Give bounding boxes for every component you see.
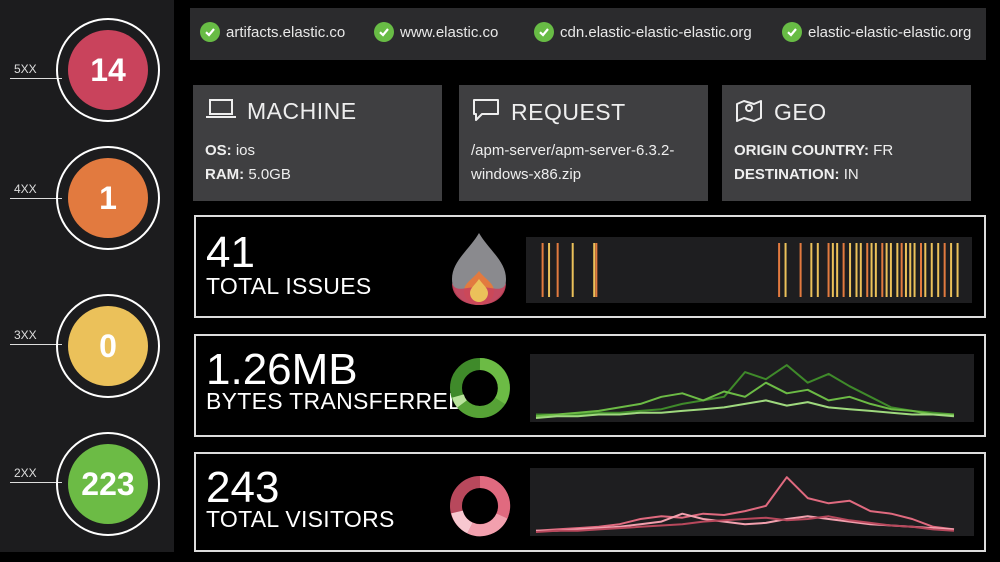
bytes-line-svg	[535, 364, 955, 419]
issues-metric[interactable]: 41 TOTAL ISSUES	[194, 215, 986, 318]
visitors-metric[interactable]: 243 TOTAL VISITORS	[194, 452, 986, 552]
panel-title: GEO	[774, 99, 827, 125]
host-name: artifacts.elastic.co	[226, 23, 346, 41]
series-line-1	[536, 512, 955, 532]
issues-value: 41	[206, 228, 255, 277]
check-circle-icon	[374, 22, 394, 42]
donut-icon	[448, 474, 512, 543]
host-status-bar: artifacts.elastic.co www.elastic.co cdn.…	[190, 8, 986, 60]
status-count-3xx: 0	[68, 306, 148, 386]
status-label-3xx: 3XX	[14, 328, 37, 342]
check-circle-icon	[200, 22, 220, 42]
status-label-5xx: 5XX	[14, 62, 37, 76]
status-ring: 223	[56, 432, 160, 536]
bytes-line-chart	[530, 354, 974, 422]
machine-panel: MACHINE OS: ios RAM: 5.0GB	[193, 85, 442, 201]
status-divider	[10, 344, 62, 345]
host-item[interactable]: cdn.elastic-elastic-elastic.org	[534, 22, 752, 42]
check-circle-icon	[782, 22, 802, 42]
flame-icon	[448, 231, 510, 312]
request-panel: REQUEST /apm-server/apm-server-6.3.2- wi…	[459, 85, 708, 201]
bytes-label: BYTES TRANSFERRED	[206, 388, 465, 414]
panel-header: MACHINE	[205, 97, 357, 126]
host-item[interactable]: www.elastic.co	[374, 22, 498, 42]
request-path-line2: windows-x86.zip	[471, 166, 582, 183]
status-ring: 0	[56, 294, 160, 398]
ram-key: RAM:	[205, 166, 245, 183]
machine-details: OS: ios RAM: 5.0GB	[205, 139, 291, 187]
origin-key: ORIGIN COUNTRY:	[734, 142, 869, 159]
status-2xx[interactable]: 2XX 223	[0, 420, 174, 548]
host-item[interactable]: artifacts.elastic.co	[200, 22, 345, 42]
request-path-line1: /apm-server/apm-server-6.3.2-	[471, 142, 675, 159]
status-5xx[interactable]: 5XX 14	[0, 6, 174, 134]
visitors-line-svg	[535, 476, 955, 533]
os-value: ios	[235, 142, 256, 159]
visitors-value: 243	[206, 463, 280, 512]
panel-header: GEO	[734, 97, 827, 128]
host-name: cdn.elastic-elastic-elastic.org	[560, 23, 752, 41]
geo-details: ORIGIN COUNTRY: FR DESTINATION: IN	[734, 139, 893, 187]
origin-value: FR	[873, 142, 894, 159]
status-code-column: 5XX 14 4XX 1 3XX 0 2XX 223	[0, 0, 174, 552]
status-divider	[10, 198, 62, 199]
status-count-2xx: 223	[68, 444, 148, 524]
os-key: OS:	[205, 142, 232, 159]
status-count-4xx: 1	[68, 158, 148, 238]
bytes-metric[interactable]: 1.26MB BYTES TRANSFERRED	[194, 334, 986, 437]
series-line-0	[536, 364, 955, 416]
issues-timeline-chart	[526, 237, 972, 303]
status-ring: 1	[56, 146, 160, 250]
bytes-value: 1.26MB	[206, 345, 358, 394]
laptop-icon	[205, 97, 237, 126]
status-label-2xx: 2XX	[14, 466, 37, 480]
visitors-line-chart	[530, 468, 974, 536]
visitors-label: TOTAL VISITORS	[206, 506, 395, 532]
host-name: www.elastic.co	[400, 23, 499, 41]
speech-bubble-icon	[471, 97, 501, 128]
series-line-0	[535, 476, 955, 532]
series-line-1	[535, 381, 954, 418]
issues-label: TOTAL ISSUES	[206, 273, 372, 299]
series-line-2	[535, 515, 955, 533]
issues-timeline-svg	[541, 243, 959, 297]
map-pin-icon	[734, 97, 764, 128]
donut-icon	[448, 356, 512, 425]
ram-value: 5.0GB	[248, 166, 291, 183]
geo-panel: GEO ORIGIN COUNTRY: FR DESTINATION: IN	[722, 85, 971, 201]
status-3xx[interactable]: 3XX 0	[0, 282, 174, 410]
host-name: elastic-elastic-elastic.org	[808, 23, 972, 41]
status-label-4xx: 4XX	[14, 182, 37, 196]
destination-key: DESTINATION:	[734, 166, 840, 183]
host-item[interactable]: elastic-elastic-elastic.org	[782, 22, 971, 42]
status-ring: 14	[56, 18, 160, 122]
series-line-2	[535, 399, 955, 419]
request-details: /apm-server/apm-server-6.3.2- windows-x8…	[471, 139, 674, 187]
status-count-5xx: 14	[68, 30, 148, 110]
panel-title: MACHINE	[247, 98, 357, 124]
status-4xx[interactable]: 4XX 1	[0, 134, 174, 262]
check-circle-icon	[534, 22, 554, 42]
destination-value: IN	[843, 166, 859, 183]
panel-header: REQUEST	[471, 97, 626, 128]
panel-title: REQUEST	[511, 99, 626, 125]
status-divider	[10, 78, 62, 79]
status-divider	[10, 482, 62, 483]
